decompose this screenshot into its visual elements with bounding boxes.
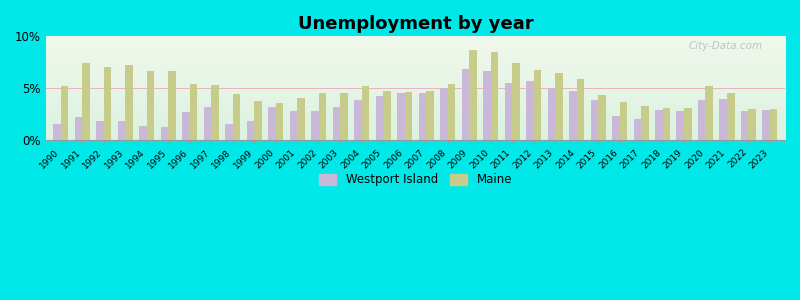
Bar (126, 65, 133, 140)
Bar (634, 119, 641, 140)
Bar (268, 106, 276, 140)
Bar (168, 71, 176, 140)
Text: City-Data.com: City-Data.com (689, 41, 763, 51)
Bar (383, 91, 390, 140)
Bar (448, 84, 455, 140)
Bar (727, 93, 734, 140)
Bar (61, 86, 69, 140)
Bar (555, 74, 562, 140)
Bar (118, 121, 126, 140)
Bar (462, 69, 469, 140)
Bar (318, 93, 326, 140)
Bar (354, 100, 362, 140)
Bar (534, 70, 541, 140)
Bar (598, 95, 606, 140)
Bar (147, 71, 154, 140)
Bar (139, 126, 147, 140)
Bar (469, 50, 477, 140)
Bar (405, 92, 412, 140)
Bar (397, 93, 405, 140)
Bar (426, 91, 434, 140)
Bar (505, 83, 512, 140)
Bar (655, 110, 662, 140)
Bar (512, 63, 520, 140)
Bar (226, 124, 233, 140)
Bar (706, 86, 713, 140)
Bar (290, 111, 298, 140)
Bar (526, 81, 534, 140)
Bar (311, 111, 318, 140)
Bar (362, 86, 370, 140)
Bar (190, 84, 198, 140)
Bar (719, 99, 727, 140)
Legend: Westport Island, Maine: Westport Island, Maine (314, 169, 517, 191)
Bar (684, 108, 691, 140)
Bar (569, 91, 577, 140)
Bar (749, 109, 756, 140)
Bar (662, 108, 670, 140)
Bar (770, 109, 778, 140)
Bar (82, 63, 90, 140)
Bar (590, 100, 598, 140)
Bar (246, 121, 254, 140)
Bar (490, 52, 498, 140)
Bar (340, 93, 348, 140)
Bar (376, 96, 383, 140)
Title: Unemployment by year: Unemployment by year (298, 15, 534, 33)
Bar (104, 67, 111, 140)
Bar (54, 124, 61, 140)
Bar (483, 71, 490, 140)
Bar (298, 98, 305, 140)
Bar (276, 103, 283, 140)
Bar (211, 85, 219, 140)
Bar (233, 94, 240, 140)
Bar (161, 128, 168, 140)
Bar (612, 116, 619, 140)
Bar (762, 110, 770, 140)
Bar (547, 88, 555, 140)
Bar (741, 111, 749, 140)
Bar (254, 101, 262, 140)
Bar (96, 121, 104, 140)
Bar (698, 100, 706, 140)
Bar (204, 106, 211, 140)
Bar (182, 112, 190, 140)
Bar (75, 117, 82, 140)
Bar (418, 93, 426, 140)
Bar (440, 88, 448, 140)
Bar (577, 79, 584, 140)
Bar (641, 106, 649, 140)
Bar (619, 102, 627, 140)
Bar (333, 106, 340, 140)
Bar (677, 111, 684, 140)
